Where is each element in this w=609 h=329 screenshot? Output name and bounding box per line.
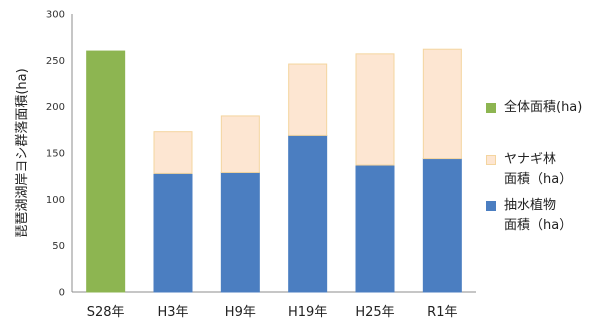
legend-label-total: 全体面積(ha) xyxy=(504,100,583,115)
x-tick-label: R1年 xyxy=(427,305,457,320)
x-tick-label: H25年 xyxy=(355,305,394,320)
bar-emergent-1 xyxy=(153,172,193,293)
y-tick-labels: 0 50 100 150 200 250 300 xyxy=(46,10,65,299)
bars xyxy=(86,48,462,293)
x-tick-labels: S28年 H3年 H9年 H19年 H25年 R1年 xyxy=(87,305,458,320)
y-tick-label: 0 xyxy=(59,288,65,299)
y-tick-label: 150 xyxy=(46,149,65,160)
bar-emergent-2 xyxy=(220,171,260,293)
y-tick-label: 50 xyxy=(52,241,65,252)
x-tick-label: H9年 xyxy=(225,305,256,320)
bar-willow-3 xyxy=(288,63,328,136)
bar-willow-5 xyxy=(422,48,462,160)
bar-emergent-5 xyxy=(422,158,462,293)
x-tick-label: H3年 xyxy=(157,305,188,320)
bar-total-0 xyxy=(86,50,126,293)
x-tick-label: S28年 xyxy=(87,305,125,320)
y-tick-label: 200 xyxy=(46,102,65,113)
legend-swatch-total xyxy=(486,103,496,113)
y-axis-label: 琵琶湖湖岸ヨシ群落面積(ha) xyxy=(15,68,30,237)
y-tick-label: 100 xyxy=(46,195,65,206)
legend-label-emergent: 抽水植物 面積（ha） xyxy=(504,198,573,233)
legend-label-willow: ヤナギ林 面積（ha） xyxy=(504,152,573,187)
bar-emergent-3 xyxy=(288,134,328,293)
bar-willow-2 xyxy=(220,115,260,173)
y-tick-label: 250 xyxy=(46,56,65,67)
legend-item-willow: ヤナギ林 面積（ha） xyxy=(486,150,606,190)
legend-swatch-emergent xyxy=(486,201,496,211)
bar-willow-1 xyxy=(153,131,193,174)
bar-willow-4 xyxy=(355,53,395,166)
y-tick-label: 300 xyxy=(46,10,65,21)
legend-swatch-willow xyxy=(486,155,496,165)
legend-item-total: 全体面積(ha) xyxy=(486,98,606,118)
bar-emergent-4 xyxy=(355,164,395,293)
legend-item-emergent: 抽水植物 面積（ha） xyxy=(486,196,606,236)
y-axis: 0 50 100 150 200 250 300 xyxy=(46,10,73,299)
x-tick-label: H19年 xyxy=(288,305,327,320)
